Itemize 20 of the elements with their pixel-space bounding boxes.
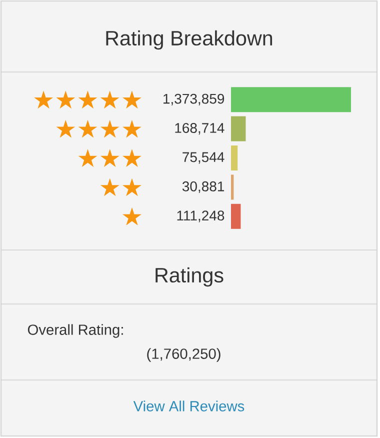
y-tick-label: ★★★★★: [34, 90, 142, 109]
bar: [230, 204, 241, 229]
data-label: 75,544: [182, 152, 224, 164]
y-tick-label: ★★: [100, 178, 142, 196]
data-label: 1,373,859: [164, 94, 224, 106]
bar: [230, 174, 234, 200]
data-label: 168,714: [175, 123, 224, 135]
y-tick-label: ★★★★: [56, 120, 142, 138]
text: (1,760,250): [147, 348, 220, 362]
text: View All Reviews: [133, 400, 244, 412]
data-label: 111,248: [177, 210, 224, 222]
text: Overall Rating:: [28, 324, 123, 338]
bar: [230, 116, 246, 142]
data-label: 30,881: [182, 181, 224, 193]
y-tick-label: ★: [122, 207, 142, 226]
y-tick-label: ★★★: [78, 149, 142, 167]
text: Ratings: [156, 267, 224, 287]
bar: [230, 146, 238, 171]
bar: [230, 87, 351, 112]
chart-title: Rating Breakdown: [106, 30, 272, 50]
